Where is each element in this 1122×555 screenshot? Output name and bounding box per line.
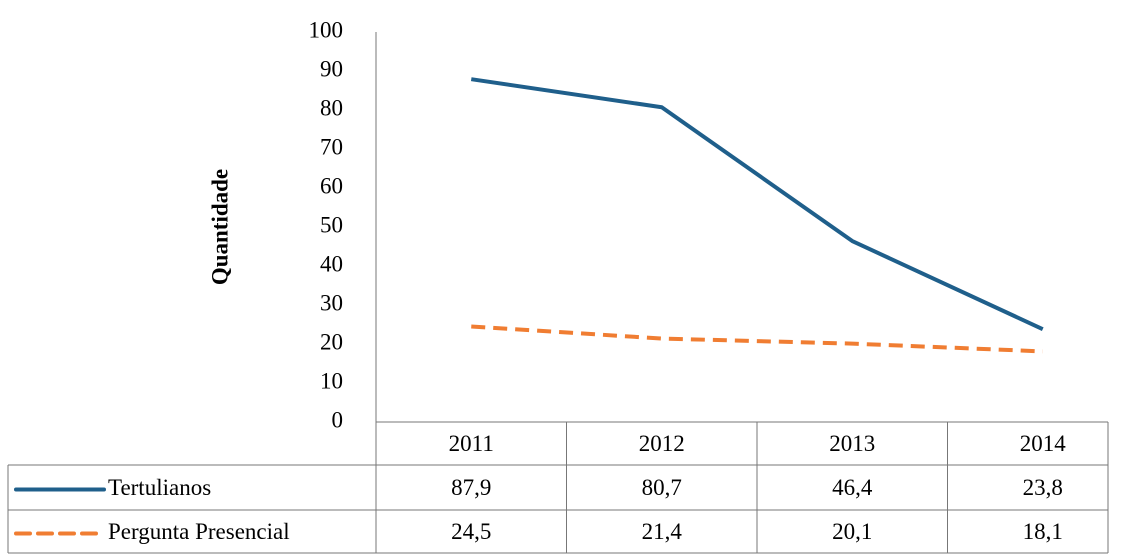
y-axis-label: Quantidade: [207, 169, 232, 285]
y-tick-label: 50: [320, 212, 343, 237]
x-tick-label: 2012: [639, 431, 685, 456]
y-tick-label: 90: [320, 56, 343, 81]
y-tick-label: 30: [320, 290, 343, 315]
table-value: 23,8: [1023, 475, 1063, 500]
table-value: 21,4: [642, 519, 683, 544]
y-tick-label: 40: [320, 251, 343, 276]
y-tick-label: 60: [320, 173, 343, 198]
legend-label: Pergunta Presencial: [108, 519, 290, 544]
y-tick-label: 10: [320, 368, 343, 393]
y-tick-label: 0: [332, 407, 344, 432]
y-tick-label: 100: [309, 17, 344, 42]
table-value: 46,4: [832, 475, 873, 500]
legend-label: Tertulianos: [108, 475, 211, 500]
x-tick-label: 2013: [829, 431, 875, 456]
x-tick-label: 2011: [449, 431, 494, 456]
table-value: 80,7: [642, 475, 682, 500]
table-value: 20,1: [832, 519, 872, 544]
table-value: 87,9: [451, 475, 491, 500]
y-tick-label: 20: [320, 329, 343, 354]
series-line: [470, 77, 1044, 331]
y-tick-label: 70: [320, 134, 343, 159]
y-tick-label: 80: [320, 95, 343, 120]
table-value: 24,5: [451, 519, 491, 544]
table-value: 18,1: [1023, 519, 1063, 544]
x-tick-label: 2014: [1020, 431, 1067, 456]
series-line: [471, 324, 1043, 354]
